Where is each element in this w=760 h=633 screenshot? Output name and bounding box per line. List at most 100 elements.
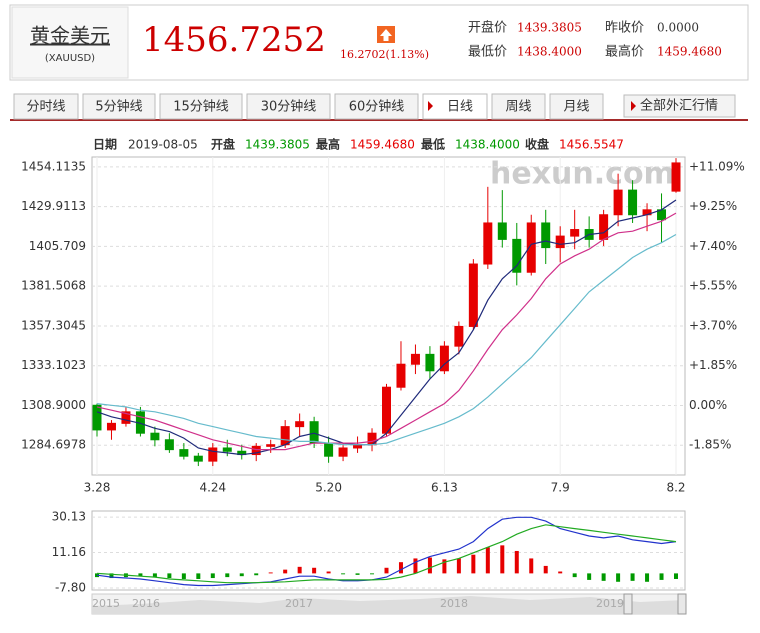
tab-label[interactable]: 月线 <box>563 100 589 115</box>
tab[interactable] <box>159 93 243 120</box>
candle-body <box>193 455 203 462</box>
navigator-handle[interactable] <box>677 593 687 615</box>
stat-label: 最低价 <box>468 45 507 60</box>
candle-body <box>439 345 449 372</box>
y2-tick-label: +11.09% <box>689 160 745 174</box>
y-tick-label: 11.16 <box>52 545 86 559</box>
instrument-name[interactable]: 黄金美元 <box>30 24 110 48</box>
macd-bar <box>659 573 664 580</box>
x-tick-label: 8.2 <box>666 481 685 495</box>
up-arrow <box>380 29 392 41</box>
macd-bar <box>297 566 302 574</box>
candle-body <box>410 353 420 365</box>
macd-bar <box>587 573 592 580</box>
info-value: 1459.4680 <box>350 138 415 152</box>
macd-bar <box>109 573 114 579</box>
candle-body <box>179 449 189 457</box>
indicator-line <box>96 233 677 446</box>
tab[interactable] <box>549 93 604 120</box>
candle-body <box>454 325 464 347</box>
macd-bar <box>355 573 360 575</box>
macd-bar <box>181 573 186 579</box>
candle-body <box>222 447 232 452</box>
info-label: 最高 <box>316 137 340 152</box>
price: 1456.7252 <box>142 20 326 60</box>
info-label: 开盘 <box>211 137 235 152</box>
info-value: 1456.5547 <box>559 138 624 152</box>
candle-body <box>613 189 623 216</box>
stat-value: 1459.4680 <box>657 45 722 59</box>
navigator-label: 2016 <box>132 597 160 610</box>
candle-body <box>555 235 565 249</box>
tab-label[interactable]: 60分钟线 <box>349 99 405 115</box>
macd-bar <box>167 573 172 579</box>
navigator-label: 2015 <box>92 597 120 610</box>
macd-plot <box>91 510 686 591</box>
info-date: 2019-08-05 <box>128 138 198 152</box>
tab-label[interactable]: 分时线 <box>26 100 65 115</box>
macd-bar <box>225 573 230 578</box>
stat-label: 开盘价 <box>468 20 507 36</box>
macd-bar <box>471 554 476 574</box>
macd-bar <box>616 573 621 582</box>
tab-label[interactable]: 15分钟线 <box>173 99 229 115</box>
navigator-handle[interactable] <box>623 593 633 615</box>
all-button[interactable] <box>623 94 736 118</box>
tab[interactable] <box>13 93 79 120</box>
y2-tick-label: +5.55% <box>689 279 737 293</box>
tab-label[interactable]: 日线 <box>447 100 473 115</box>
tab-label[interactable]: 周线 <box>505 100 531 115</box>
navigator-label: 2017 <box>285 597 313 610</box>
macd-bar <box>630 573 635 581</box>
candle-body <box>295 421 305 428</box>
tab[interactable] <box>422 93 488 120</box>
y2-tick-label: +7.40% <box>689 239 737 253</box>
candle-body <box>570 229 580 237</box>
tab[interactable] <box>246 93 331 120</box>
candle-body <box>526 222 536 273</box>
button-arrow <box>631 101 636 111</box>
y2-tick-label: +1.85% <box>689 358 737 372</box>
macd-bar <box>674 573 678 579</box>
macd-bar <box>601 573 606 581</box>
y-tick-label: 1454.1135 <box>21 159 86 173</box>
macd-bar <box>485 547 490 574</box>
navigator-label: 2018 <box>440 597 468 610</box>
y2-tick-label: +9.25% <box>689 199 737 213</box>
macd-bar <box>398 562 403 574</box>
y-tick-label: 1429.9113 <box>21 199 86 213</box>
indicator-line <box>96 199 677 456</box>
tab[interactable] <box>82 93 156 120</box>
candle-body <box>280 426 290 446</box>
candle-body <box>512 238 522 273</box>
navigator-label: 2019 <box>596 597 624 610</box>
info-value: 1439.3805 <box>245 138 310 152</box>
tab[interactable] <box>334 93 419 120</box>
x-tick-label: 7.9 <box>551 481 570 495</box>
x-tick-label: 4.24 <box>199 481 226 495</box>
macd-bar <box>210 573 215 579</box>
candle-body <box>382 386 391 434</box>
tab[interactable] <box>491 93 546 120</box>
title-box <box>11 6 129 79</box>
instrument-code: (XAUUSD) <box>45 53 95 64</box>
macd-bar <box>196 573 201 579</box>
macd-bar <box>456 558 461 574</box>
stat-value: 1438.4000 <box>517 45 582 59</box>
candle-body <box>150 432 160 441</box>
macd-bar <box>138 573 143 577</box>
y-tick-label: 1405.709 <box>29 239 86 253</box>
candle-body <box>106 422 116 431</box>
tab-label[interactable]: 5分钟线 <box>95 99 142 115</box>
all-button-label[interactable]: 全部外汇行情 <box>640 98 718 114</box>
candle-body <box>425 353 435 372</box>
indicator-line <box>96 212 677 451</box>
info-label: 最低 <box>421 137 445 152</box>
info-label: 日期 <box>93 137 117 152</box>
tab-label[interactable]: 30分钟线 <box>261 99 317 115</box>
x-tick-label: 6.13 <box>431 481 458 495</box>
macd-bar <box>500 545 505 574</box>
candle-body <box>324 442 334 457</box>
candle-body <box>599 214 609 240</box>
